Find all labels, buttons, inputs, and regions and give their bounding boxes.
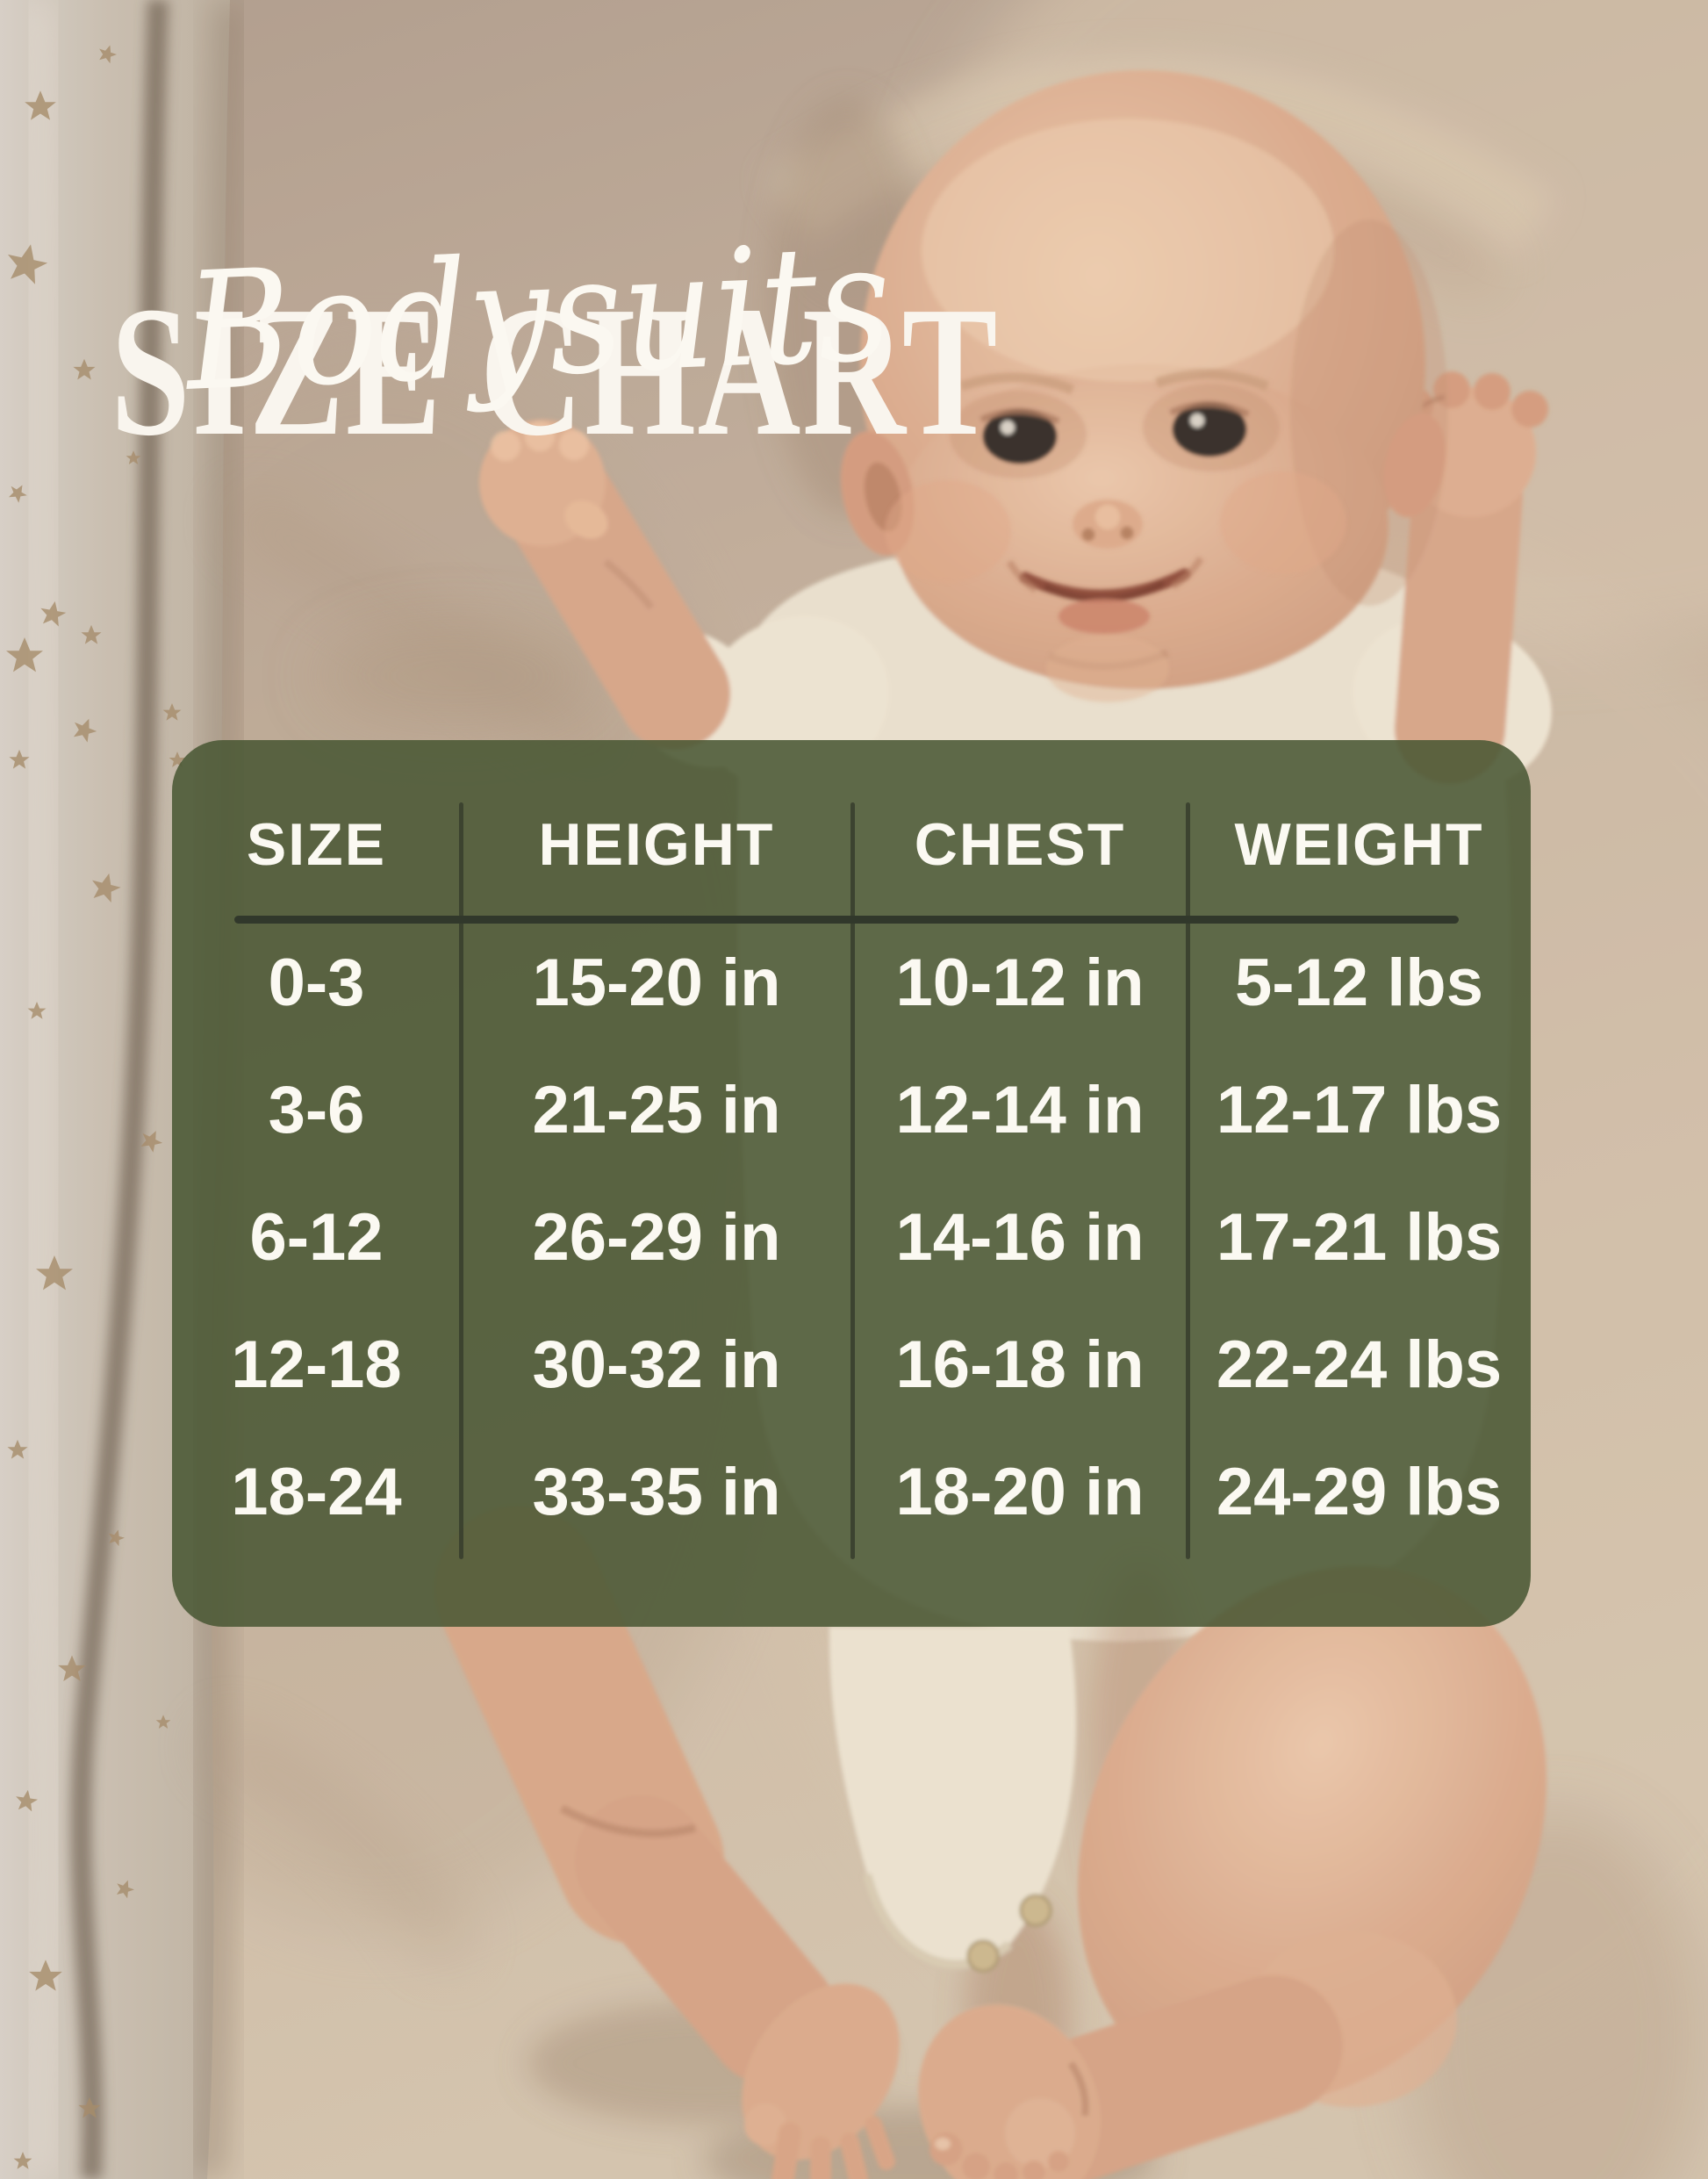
column-divider xyxy=(1186,802,1190,1559)
page-title: SIZE CHART xyxy=(111,268,1000,475)
table-cell: 14-16 in xyxy=(895,1199,1145,1275)
page-subtitle-script: Bodysuits xyxy=(182,206,895,428)
table-cell: 18-20 in xyxy=(895,1454,1145,1529)
header-rule xyxy=(234,916,1459,924)
header-height: HEIGHT xyxy=(538,811,775,878)
table-cell: 24-29 lbs xyxy=(1216,1454,1503,1529)
header-size: SIZE xyxy=(246,811,387,878)
star-fabric-strip xyxy=(0,0,248,2179)
table-cell: 0-3 xyxy=(268,945,365,1020)
table-cell: 18-24 xyxy=(231,1454,402,1529)
table-cell: 16-18 in xyxy=(895,1327,1145,1402)
table-cell: 33-35 in xyxy=(532,1454,781,1529)
table-cell: 3-6 xyxy=(268,1072,365,1147)
header-chest: CHEST xyxy=(914,811,1126,878)
table-cell: 17-21 lbs xyxy=(1216,1199,1503,1275)
table-cell: 10-12 in xyxy=(895,945,1145,1020)
table-cell: 12-14 in xyxy=(895,1072,1145,1147)
column-divider xyxy=(850,802,855,1559)
size-table: SIZE HEIGHT CHEST WEIGHT 0-3 15-20 in 10… xyxy=(172,740,1531,1627)
header-weight: WEIGHT xyxy=(1234,811,1484,878)
baby-face xyxy=(885,369,1346,702)
baby-legs xyxy=(434,1506,1547,2179)
table-cell: 5-12 lbs xyxy=(1234,945,1484,1020)
table-cell: 12-18 xyxy=(231,1327,402,1402)
table-cell: 12-17 lbs xyxy=(1216,1072,1503,1147)
snap-button xyxy=(966,1939,1000,1973)
snap-button xyxy=(1019,1894,1052,1927)
table-cell: 15-20 in xyxy=(532,945,781,1020)
table-cell: 21-25 in xyxy=(532,1072,781,1147)
size-chart-panel: SIZE HEIGHT CHEST WEIGHT 0-3 15-20 in 10… xyxy=(172,740,1531,1627)
table-cell: 30-32 in xyxy=(532,1327,781,1402)
table-cell: 26-29 in xyxy=(532,1199,781,1275)
table-cell: 6-12 xyxy=(249,1199,384,1275)
table-cell: 22-24 lbs xyxy=(1216,1327,1503,1402)
column-divider xyxy=(459,802,463,1559)
